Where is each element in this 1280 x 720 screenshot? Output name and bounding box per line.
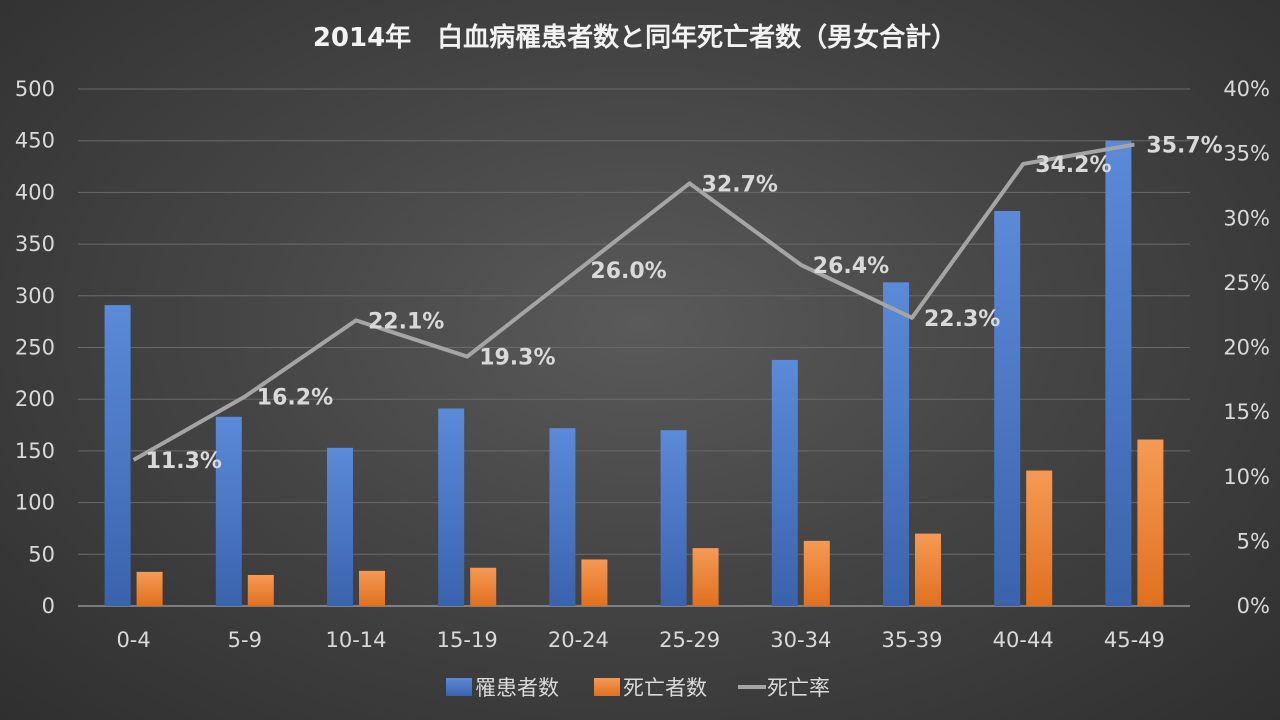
- death-rate-line-group: 11.3% 16.2% 22.1% 19.3% 26.0% 32.7% 26.4% 22.3%…: [132, 134, 1223, 474]
- right-tick-label: 35%: [1223, 142, 1270, 166]
- right-tick-label: 20%: [1223, 336, 1270, 360]
- category-label: 25-29: [659, 628, 720, 652]
- death-rate-label: 35.7%: [1146, 134, 1222, 159]
- left-tick-label: 0: [42, 594, 55, 618]
- left-tick-label: 100: [15, 491, 55, 515]
- legend-incidence-swatch: [446, 678, 472, 696]
- death-rate-label: 16.2%: [257, 386, 333, 411]
- incidence-bar: [215, 416, 242, 606]
- category-label: 15-19: [437, 628, 498, 652]
- deaths-bar: [136, 571, 163, 606]
- incidence-bar: [104, 305, 131, 606]
- legend: 罹患者数 死亡者数 死亡率: [446, 676, 830, 700]
- left-tick-label: 500: [15, 77, 55, 101]
- death-rate-label: 32.7%: [702, 172, 778, 197]
- bars: [104, 140, 1164, 606]
- legend-incidence-label: 罹患者数: [475, 676, 559, 700]
- right-tick-label: 15%: [1223, 400, 1270, 424]
- death-rate-label: 22.3%: [924, 307, 1000, 332]
- right-tick-label: 10%: [1223, 465, 1270, 489]
- death-rate-label: 19.3%: [479, 346, 555, 371]
- deaths-bar: [359, 570, 385, 606]
- category-label: 45-49: [1104, 628, 1165, 652]
- category-labels: 0-4 5-9 10-14 15-19 20-24 25-29 30-34 35-39 40-4…: [116, 628, 1164, 652]
- deaths-bar: [1137, 439, 1164, 606]
- death-rate-label: 11.3%: [146, 449, 222, 474]
- category-label: 10-14: [325, 628, 386, 652]
- chart-title: 2014年 白血病罹患者数と同年死亡者数（男女合計）: [313, 22, 957, 53]
- category-label: 35-39: [881, 628, 942, 652]
- incidence-bar: [1105, 140, 1132, 606]
- left-tick-label: 300: [15, 284, 55, 308]
- death-rate-line: [132, 142, 1135, 462]
- death-rate-label: 34.2%: [1035, 153, 1111, 178]
- left-tick-label: 350: [15, 232, 55, 256]
- category-label: 0-4: [116, 628, 150, 652]
- incidence-bar: [327, 447, 353, 606]
- incidence-bar: [549, 428, 576, 606]
- death-rate-label: 22.1%: [368, 309, 444, 334]
- right-axis-ticks: 0% 5% 10% 15% 20% 25% 30% 35% 40%: [1223, 77, 1270, 618]
- left-tick-label: 200: [15, 387, 55, 411]
- deaths-bar: [470, 567, 497, 606]
- legend-deaths-label: 死亡者数: [623, 676, 707, 700]
- category-label: 20-24: [548, 628, 609, 652]
- death-rate-label: 26.0%: [590, 259, 666, 284]
- deaths-bar: [581, 559, 608, 606]
- deaths-bar: [692, 548, 719, 606]
- legend-deaths-swatch: [594, 678, 620, 696]
- category-label: 30-34: [770, 628, 831, 652]
- deaths-bar: [247, 574, 274, 606]
- left-tick-label: 50: [28, 542, 55, 566]
- incidence-bar: [771, 359, 798, 606]
- deaths-bar: [915, 533, 941, 606]
- legend-death-rate-label: 死亡率: [767, 676, 830, 700]
- category-label: 40-44: [993, 628, 1054, 652]
- incidence-bar: [994, 211, 1021, 606]
- right-tick-label: 5%: [1237, 529, 1270, 553]
- death-rate-label: 26.4%: [813, 254, 889, 279]
- right-tick-label: 30%: [1223, 206, 1270, 230]
- left-tick-label: 150: [15, 439, 55, 463]
- category-label: 5-9: [228, 628, 262, 652]
- right-tick-label: 0%: [1237, 594, 1270, 618]
- incidence-bar: [438, 408, 465, 606]
- incidence-bar: [883, 282, 909, 606]
- deaths-bar: [803, 540, 830, 606]
- left-tick-label: 400: [15, 180, 55, 204]
- right-tick-label: 25%: [1223, 271, 1270, 295]
- deaths-bar: [1026, 470, 1053, 606]
- left-axis-ticks: 0 50 100 150 200 250 300 350 400 450 500: [15, 77, 55, 618]
- incidence-bar: [660, 430, 687, 606]
- right-tick-label: 40%: [1223, 77, 1270, 101]
- left-tick-label: 250: [15, 336, 55, 360]
- left-tick-label: 450: [15, 129, 55, 153]
- gridlines: [78, 88, 1190, 607]
